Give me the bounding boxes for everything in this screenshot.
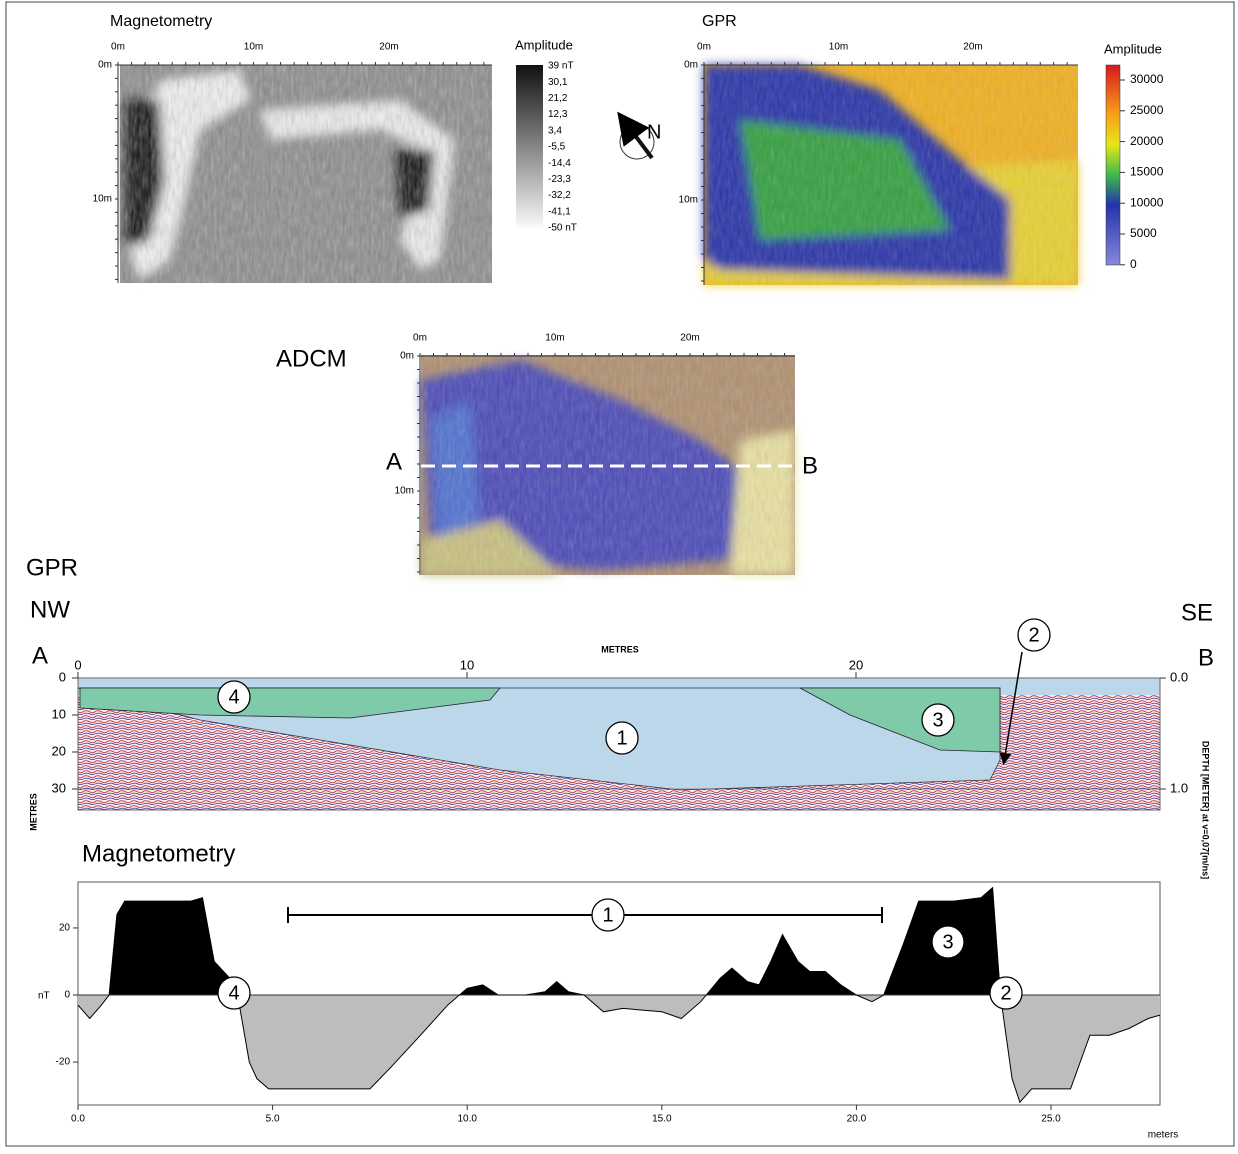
legend-label: -41,1 [548, 206, 571, 217]
gpr-image [704, 65, 1078, 285]
zone-label: 1 [602, 904, 613, 926]
y-tick-label: 10 [52, 706, 66, 721]
y-tick-label: 0 [59, 669, 66, 684]
map-title: GPR [702, 13, 737, 30]
section-end: B [802, 452, 818, 479]
legend-label: 21,2 [548, 93, 568, 104]
y2-axis-label: DEPTH [METER] at v=0,07[m/ns] [1201, 741, 1211, 879]
y-tick-label: 0m [684, 60, 698, 71]
north-label: N [647, 121, 661, 143]
x-tick-label: 20m [963, 42, 982, 53]
x-tick-label: 20m [379, 42, 398, 53]
map-title: ADCM [276, 345, 347, 372]
zone-label: 3 [942, 931, 953, 953]
y-tick-label: -20 [56, 1057, 71, 1068]
legend-label: -23,3 [548, 174, 571, 185]
adcm-image [421, 355, 795, 575]
section-title: GPR [26, 554, 78, 581]
x-tick-label: 20 [849, 657, 863, 672]
y-tick-label: 0m [400, 351, 414, 362]
x-tick-label: 10m [545, 333, 564, 344]
chart-title: Magnetometry [82, 840, 235, 867]
x-tick-label: 0.0 [71, 1114, 85, 1125]
zone-label: 3 [932, 709, 943, 731]
direction: SE [1181, 599, 1213, 626]
legend-label: 15000 [1130, 165, 1164, 179]
y-tick-label: 20 [52, 743, 66, 758]
legend-label: -5,5 [548, 142, 566, 153]
legend-label: -50 nT [548, 223, 577, 234]
legend-label: 12,3 [548, 109, 568, 120]
zone-label: 4 [228, 982, 239, 1004]
magnetometry-image [120, 65, 492, 283]
x-tick-label: 5.0 [266, 1114, 280, 1125]
y-axis-label: nT [38, 991, 50, 1002]
legend-label: 39 nT [548, 61, 574, 72]
zone-label: 1 [616, 727, 627, 749]
x-axis-label: meters [1148, 1130, 1179, 1141]
legend-label: 20000 [1130, 134, 1164, 148]
x-tick-label: 10m [829, 42, 848, 53]
y-tick-label: 10m [93, 194, 112, 205]
section-start: A [32, 642, 48, 669]
x-tick-label: 10.0 [457, 1114, 477, 1125]
x-tick-label: 25.0 [1041, 1114, 1061, 1125]
zone-label: 2 [1000, 982, 1011, 1004]
x-tick-label: 0m [697, 42, 711, 53]
zone-label: 2 [1028, 624, 1039, 646]
legend-label: 10000 [1130, 195, 1164, 209]
direction: NW [30, 596, 70, 623]
legend-label: 30000 [1130, 72, 1164, 86]
zone-label: 4 [228, 686, 239, 708]
section-start: A [386, 448, 402, 475]
color-bar [1106, 65, 1120, 265]
y-tick-label: 30 [52, 780, 66, 795]
x-tick-label: 10 [460, 657, 474, 672]
legend-label: 0 [1130, 257, 1137, 271]
x-tick-label: 20.0 [847, 1114, 867, 1125]
legend-label: 3,4 [548, 125, 562, 136]
x-tick-label: 0m [111, 42, 125, 53]
color-bar [516, 65, 543, 228]
map-title: Magnetometry [110, 13, 212, 30]
x-axis-label: METRES [601, 644, 639, 654]
legend-label: -14,4 [548, 158, 571, 169]
x-tick-label: 0 [74, 657, 81, 672]
y-tick-label: 10m [395, 486, 414, 497]
y-tick-label: 20 [59, 923, 71, 934]
legend-label: 25000 [1130, 103, 1164, 117]
legend-title: Amplitude [515, 37, 573, 52]
y2-tick-label: 1.0 [1170, 780, 1188, 795]
y-tick-label: 10m [679, 195, 698, 206]
y-tick-label: 0 [64, 990, 70, 1001]
legend-label: 30,1 [548, 77, 568, 88]
x-tick-label: 0m [413, 333, 427, 344]
x-tick-label: 10m [244, 42, 263, 53]
y2-tick-label: 0.0 [1170, 669, 1188, 684]
section-end: B [1198, 644, 1214, 671]
y-tick-label: 0m [98, 60, 112, 71]
figure: Magnetometry0m10m20m0m10mGPR0m10m20m0m10… [0, 0, 1238, 1149]
legend-label: 5000 [1130, 226, 1157, 240]
y-axis-label: METRES [28, 793, 38, 831]
x-tick-label: 15.0 [652, 1114, 672, 1125]
legend-label: -32,2 [548, 190, 571, 201]
legend-title: Amplitude [1104, 41, 1162, 56]
x-tick-label: 20m [680, 333, 699, 344]
